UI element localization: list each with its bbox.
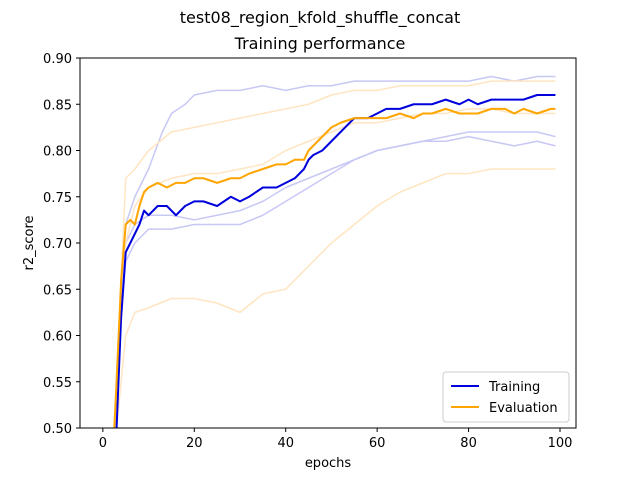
- y-tick-label: 0.55: [43, 376, 72, 391]
- training-fold-line: [113, 135, 556, 428]
- evaluation-fold-line: [115, 168, 556, 428]
- y-axis: 0.50 0.55 0.60 0.65 0.70 0.75 0.80 0.85 0.90: [43, 52, 80, 437]
- y-tick-label: 0.70: [43, 237, 72, 252]
- y-axis-label: r2_score: [22, 215, 37, 270]
- y-tick-label: 0.50: [43, 422, 72, 437]
- y-tick-label: 0.65: [43, 283, 72, 298]
- x-axis-label: epochs: [305, 456, 352, 471]
- evaluation-fold-line: [113, 80, 556, 428]
- x-tick-label: 40: [277, 436, 294, 451]
- chart-suptitle: test08_region_kfold_shuffle_concat: [180, 8, 461, 28]
- y-tick-label: 0.75: [43, 191, 72, 206]
- training-fold-line: [113, 75, 556, 428]
- legend-evaluation-label: Evaluation: [489, 401, 558, 416]
- legend-box: [442, 371, 570, 423]
- training-fold-line: [113, 131, 556, 428]
- legend: Training Evaluation: [442, 371, 570, 423]
- training-line: [115, 94, 556, 428]
- chart-title: Training performance: [234, 34, 406, 53]
- legend-training-label: Training: [488, 380, 540, 395]
- y-tick-label: 0.90: [43, 52, 72, 67]
- evaluation-line: [113, 107, 556, 428]
- x-axis: 0 20 40 60 80 100: [99, 428, 573, 451]
- y-tick-label: 0.60: [43, 330, 72, 345]
- x-tick-label: 80: [460, 436, 477, 451]
- evaluation-fold-line: [113, 108, 556, 428]
- x-tick-label: 0: [99, 436, 107, 451]
- x-tick-label: 100: [548, 436, 573, 451]
- y-tick-label: 0.85: [43, 98, 72, 113]
- y-tick-label: 0.80: [43, 145, 72, 160]
- x-tick-label: 20: [186, 436, 203, 451]
- x-tick-label: 60: [369, 436, 386, 451]
- series-layer: [113, 75, 556, 428]
